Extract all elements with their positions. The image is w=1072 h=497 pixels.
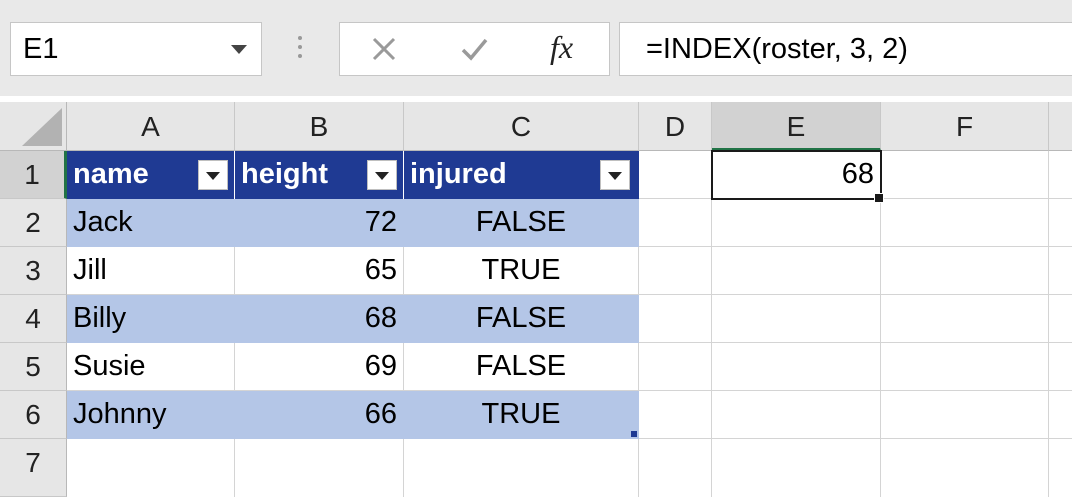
empty-cell[interactable] [881,199,1049,247]
table-cell[interactable]: 72 [235,199,404,247]
row-header-4[interactable]: 4 [0,295,67,343]
filter-dropdown-icon[interactable] [367,160,397,190]
table-cell[interactable]: FALSE [404,295,639,343]
empty-cell[interactable] [1049,343,1072,391]
table-cell[interactable]: Susie [67,343,235,391]
table-resize-handle[interactable] [631,431,637,437]
table-cell[interactable]: Jill [67,247,235,295]
empty-cell[interactable] [881,295,1049,343]
check-icon[interactable] [444,29,504,69]
empty-cell[interactable] [639,343,712,391]
insert-function-button[interactable]: fx [550,29,574,65]
empty-cell[interactable] [881,343,1049,391]
table-header-cell[interactable]: name [67,151,235,199]
empty-cell[interactable] [712,439,881,497]
splitter-handle-icon[interactable] [297,36,303,64]
formula-text: =INDEX(roster, 3, 2) [646,33,908,65]
empty-cell[interactable] [639,439,712,497]
row-header-2[interactable]: 2 [0,199,67,247]
empty-cell[interactable] [881,391,1049,439]
table-header-cell[interactable]: injured [404,151,639,199]
empty-cell[interactable] [1049,391,1072,439]
empty-cell[interactable] [235,439,404,497]
empty-cell[interactable] [1049,247,1072,295]
table-cell[interactable]: Jack [67,199,235,247]
empty-cell[interactable] [712,295,881,343]
empty-cell[interactable] [881,247,1049,295]
table-cell[interactable]: 68 [235,295,404,343]
column-header-f[interactable]: F [881,102,1049,151]
table-cell[interactable]: TRUE [404,391,639,439]
empty-cell[interactable] [1049,439,1072,497]
empty-cell[interactable] [1049,199,1072,247]
column-header-d[interactable]: D [639,102,712,151]
filter-dropdown-icon[interactable] [198,160,228,190]
row-header-7[interactable]: 7 [0,439,67,497]
column-header-e[interactable]: E [712,102,881,151]
empty-cell[interactable] [639,391,712,439]
row-header-3[interactable]: 3 [0,247,67,295]
cell-g1[interactable] [1049,151,1072,199]
table-header-cell[interactable]: height [235,151,404,199]
row-header-6[interactable]: 6 [0,391,67,439]
table-cell[interactable]: 69 [235,343,404,391]
chevron-down-icon[interactable] [231,45,247,54]
empty-cell[interactable] [712,391,881,439]
table-header-injured: injured [410,158,507,190]
formula-bar-area: E1 fx =INDEX(roster, 3, 2) [0,0,1072,96]
cell-e1[interactable]: 68 [712,151,881,199]
table-cell[interactable]: FALSE [404,343,639,391]
table-header-height: height [241,158,328,190]
empty-cell[interactable] [712,199,881,247]
empty-cell[interactable] [404,439,639,497]
cell-d1[interactable] [639,151,712,199]
column-header-c[interactable]: C [404,102,639,151]
column-header-g[interactable] [1049,102,1072,151]
empty-cell[interactable] [67,439,235,497]
column-header-a[interactable]: A [67,102,235,151]
empty-cell[interactable] [639,199,712,247]
table-cell[interactable]: Billy [67,295,235,343]
column-header-b[interactable]: B [235,102,404,151]
name-box-value: E1 [23,33,59,65]
empty-cell[interactable] [1049,295,1072,343]
fill-handle[interactable] [874,193,884,203]
table-cell[interactable]: FALSE [404,199,639,247]
table-cell[interactable]: 66 [235,391,404,439]
table-cell[interactable]: TRUE [404,247,639,295]
table-cell[interactable]: Johnny [67,391,235,439]
filter-dropdown-icon[interactable] [600,160,630,190]
name-box[interactable]: E1 [10,22,262,76]
empty-cell[interactable] [712,343,881,391]
spreadsheet-grid: A B C D E F 1 2 3 4 5 6 7 name height in… [0,102,1072,497]
active-cell-outline [711,150,882,200]
formula-buttons: fx [339,22,610,76]
select-all-button[interactable] [0,102,67,151]
empty-cell[interactable] [639,247,712,295]
empty-cell[interactable] [639,295,712,343]
close-icon[interactable] [354,29,414,69]
row-header-5[interactable]: 5 [0,343,67,391]
formula-input[interactable]: =INDEX(roster, 3, 2) [619,22,1072,76]
cell-f1[interactable] [881,151,1049,199]
empty-cell[interactable] [712,247,881,295]
empty-cell[interactable] [881,439,1049,497]
row-header-1[interactable]: 1 [0,151,67,199]
table-cell[interactable]: 65 [235,247,404,295]
table-header-name: name [73,158,149,190]
